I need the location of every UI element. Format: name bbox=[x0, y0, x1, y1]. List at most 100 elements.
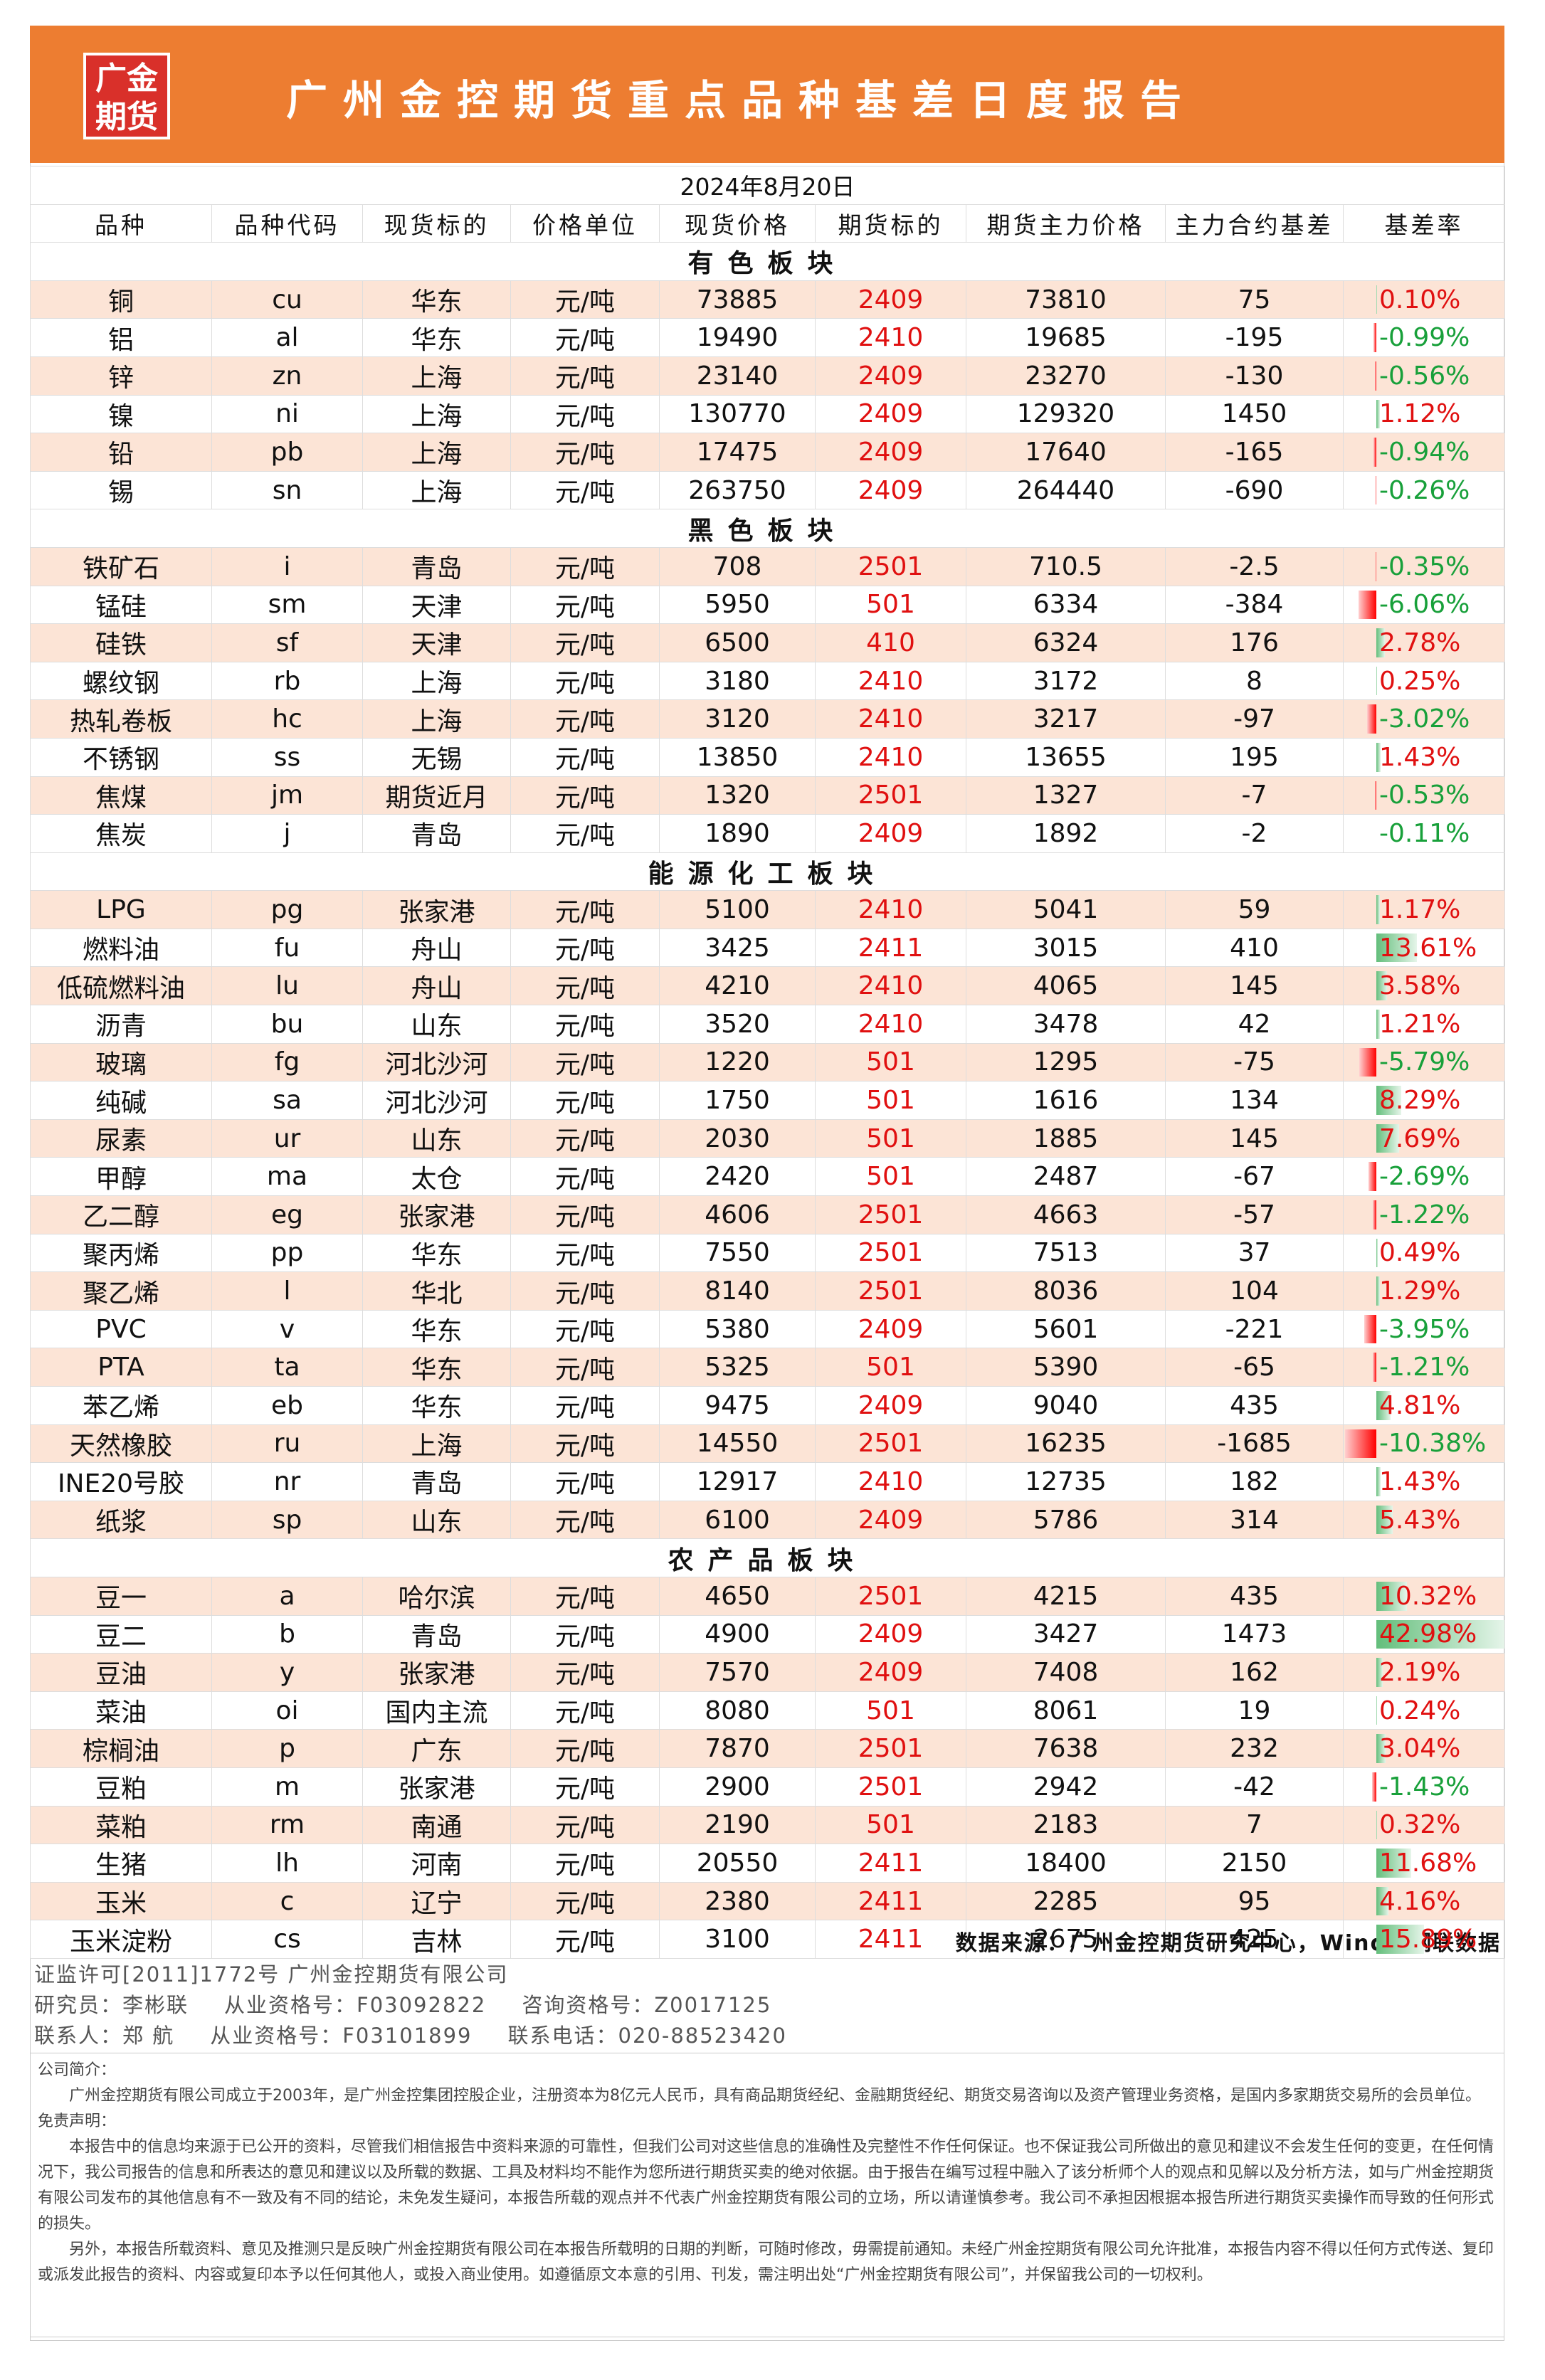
data-row: 不锈钢 ss 无锡 元/吨 13850 2410 13655 195 1.43% bbox=[30, 737, 1506, 777]
cell: ma bbox=[211, 1157, 363, 1197]
cell: 张家港 bbox=[362, 1767, 511, 1807]
rate-bar bbox=[1374, 781, 1376, 810]
cell: 59 bbox=[1165, 890, 1344, 929]
cell: 23140 bbox=[659, 356, 816, 396]
cell: 7408 bbox=[966, 1653, 1166, 1692]
cell: -2.5 bbox=[1165, 546, 1344, 586]
cell: 2409 bbox=[815, 1614, 966, 1654]
cell: 95 bbox=[1165, 1881, 1344, 1921]
cell: -57 bbox=[1165, 1195, 1344, 1234]
cell: 4900 bbox=[659, 1614, 816, 1654]
cell: sn bbox=[211, 470, 363, 510]
cell: 2409 bbox=[815, 470, 966, 510]
section-row: 农产品板块 bbox=[29, 1538, 1506, 1577]
cell: 纯碱 bbox=[30, 1081, 212, 1120]
cell: 145 bbox=[1165, 1118, 1344, 1158]
cell: 8140 bbox=[659, 1271, 816, 1311]
cell: 13850 bbox=[659, 737, 816, 777]
basis-rate-cell: 1.17% bbox=[1342, 890, 1506, 929]
basis-rate: 1.29% bbox=[1379, 1276, 1461, 1306]
cell: 2942 bbox=[966, 1767, 1166, 1807]
data-row: 尿素 ur 山东 元/吨 2030 501 1885 145 7.69% bbox=[30, 1118, 1506, 1158]
basis-rate: 0.25% bbox=[1379, 666, 1461, 696]
basis-rate-cell: 10.32% bbox=[1342, 1576, 1506, 1616]
cell: 乙二醇 bbox=[30, 1195, 212, 1234]
basis-rate: 1.21% bbox=[1379, 1009, 1461, 1039]
cell: 314 bbox=[1165, 1500, 1344, 1540]
cell: 501 bbox=[815, 1691, 966, 1730]
basis-rate-cell: -0.56% bbox=[1342, 356, 1506, 396]
cell: 天津 bbox=[362, 585, 511, 625]
cell: lh bbox=[211, 1844, 363, 1883]
rate-bar bbox=[1373, 438, 1376, 467]
basis-rate: -5.79% bbox=[1379, 1047, 1470, 1077]
date-row: 2024年8月20日 bbox=[29, 166, 1506, 205]
cell: lu bbox=[211, 966, 363, 1006]
column-header: 期货标的 bbox=[815, 203, 966, 243]
cell: 河南 bbox=[362, 1844, 511, 1883]
rate-bar bbox=[1376, 1238, 1378, 1268]
cell: 聚乙烯 bbox=[30, 1271, 212, 1311]
cell: 2030 bbox=[659, 1118, 816, 1158]
cell: 山东 bbox=[362, 1118, 511, 1158]
cell: 19685 bbox=[966, 318, 1166, 357]
basis-rate-cell: -5.79% bbox=[1342, 1042, 1506, 1082]
cell: 2410 bbox=[815, 699, 966, 739]
basis-rate: 4.81% bbox=[1379, 1390, 1461, 1420]
cell: al bbox=[211, 318, 363, 357]
contact-line: 研究员：李彬联 从业资格号：F03092822 咨询资格号：Z0017125 bbox=[34, 1989, 807, 2019]
data-row: 菜油 oi 国内主流 元/吨 8080 501 8061 19 0.24% bbox=[30, 1691, 1506, 1730]
cell: 上海 bbox=[362, 1424, 511, 1464]
cell: 期货近月 bbox=[362, 776, 511, 815]
cell: c bbox=[211, 1881, 363, 1921]
contact: 联系人：郑 航 bbox=[34, 2024, 175, 2048]
cell: 501 bbox=[815, 1348, 966, 1387]
cell: m bbox=[211, 1767, 363, 1807]
section-row: 黑色板块 bbox=[29, 509, 1506, 548]
rate-bar bbox=[1376, 1810, 1378, 1840]
cell: 2501 bbox=[815, 546, 966, 586]
section-title: 能源化工板块 bbox=[29, 852, 1506, 892]
rate-bar bbox=[1376, 628, 1385, 657]
basis-rate-cell: -6.06% bbox=[1342, 585, 1506, 625]
data-row: 焦煤 jm 期货近月 元/吨 1320 2501 1327 -7 -0.53% bbox=[30, 776, 1506, 815]
cell: 129320 bbox=[966, 394, 1166, 434]
rate-bar bbox=[1376, 895, 1380, 924]
basis-rate-cell: 1.12% bbox=[1342, 394, 1506, 434]
cell: 元/吨 bbox=[510, 470, 660, 510]
cell: 2410 bbox=[815, 1462, 966, 1501]
rate-bar bbox=[1376, 1658, 1383, 1687]
cell: 2411 bbox=[815, 928, 966, 968]
cell: 元/吨 bbox=[510, 1118, 660, 1158]
cell: 73885 bbox=[659, 280, 816, 319]
cell: 元/吨 bbox=[510, 1462, 660, 1501]
data-row: 锡 sn 上海 元/吨 263750 2409 264440 -690 -0.26% bbox=[30, 470, 1506, 510]
cell: 元/吨 bbox=[510, 1005, 660, 1044]
rate-bar bbox=[1372, 1353, 1376, 1382]
basis-rate-cell: 2.78% bbox=[1342, 623, 1506, 662]
column-header: 现货价格 bbox=[659, 203, 816, 243]
cell: 8061 bbox=[966, 1691, 1166, 1730]
cell: 生猪 bbox=[30, 1844, 212, 1883]
cell: 2411 bbox=[815, 1881, 966, 1921]
basis-rate-cell: -0.53% bbox=[1342, 776, 1506, 815]
cell: 410 bbox=[815, 623, 966, 662]
cell: ta bbox=[211, 1348, 363, 1387]
data-row: 玉米 c 辽宁 元/吨 2380 2411 2285 95 4.16% bbox=[30, 1881, 1506, 1921]
cell: rm bbox=[211, 1805, 363, 1845]
cell: 1295 bbox=[966, 1042, 1166, 1082]
cell: 2285 bbox=[966, 1881, 1166, 1921]
cell: 2501 bbox=[815, 1576, 966, 1616]
cell: 1327 bbox=[966, 776, 1166, 815]
cell: 山东 bbox=[362, 1005, 511, 1044]
cell: 元/吨 bbox=[510, 699, 660, 739]
data-row: LPG pg 张家港 元/吨 5100 2410 5041 59 1.17% bbox=[30, 890, 1506, 929]
cell: 1750 bbox=[659, 1081, 816, 1120]
basis-rate-cell: 1.43% bbox=[1342, 1462, 1506, 1501]
cell: 2410 bbox=[815, 966, 966, 1006]
cell: 501 bbox=[815, 585, 966, 625]
cell: 501 bbox=[815, 1081, 966, 1120]
cell: 华东 bbox=[362, 280, 511, 319]
cell: 元/吨 bbox=[510, 928, 660, 968]
basis-rate: -1.22% bbox=[1379, 1200, 1470, 1229]
